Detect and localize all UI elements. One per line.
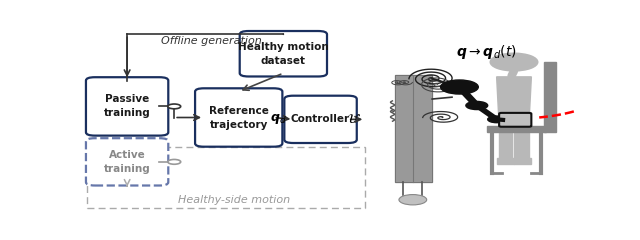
FancyBboxPatch shape <box>499 113 531 127</box>
Polygon shape <box>514 158 531 164</box>
FancyBboxPatch shape <box>86 77 168 136</box>
Text: Active
training: Active training <box>104 150 150 174</box>
Polygon shape <box>544 62 556 132</box>
FancyBboxPatch shape <box>284 96 356 143</box>
Text: $\boldsymbol{q} \rightarrow \boldsymbol{q}_d(t)$: $\boldsymbol{q} \rightarrow \boldsymbol{… <box>456 43 517 61</box>
Text: Controller: Controller <box>291 114 350 124</box>
Polygon shape <box>497 77 531 125</box>
Circle shape <box>490 53 538 71</box>
FancyBboxPatch shape <box>195 88 282 147</box>
Polygon shape <box>499 125 511 158</box>
Circle shape <box>168 159 180 164</box>
Circle shape <box>466 102 488 109</box>
Text: Passive
training: Passive training <box>104 94 150 118</box>
Text: Healthy-side motion: Healthy-side motion <box>178 195 290 205</box>
Text: Reference
trajectory: Reference trajectory <box>209 106 269 130</box>
FancyBboxPatch shape <box>240 31 327 77</box>
Polygon shape <box>497 158 514 164</box>
Text: Offline generation: Offline generation <box>161 36 262 46</box>
Polygon shape <box>514 125 529 158</box>
Circle shape <box>488 116 506 123</box>
Text: Healthy motion
dataset: Healthy motion dataset <box>238 42 329 66</box>
Text: $\boldsymbol{q}_d$: $\boldsymbol{q}_d$ <box>270 112 287 126</box>
Circle shape <box>168 104 180 109</box>
Polygon shape <box>395 75 432 182</box>
Circle shape <box>399 195 427 205</box>
Circle shape <box>440 80 478 94</box>
Text: $\mathcal{U}$: $\mathcal{U}$ <box>347 113 361 126</box>
Polygon shape <box>486 126 547 132</box>
FancyBboxPatch shape <box>86 138 168 186</box>
